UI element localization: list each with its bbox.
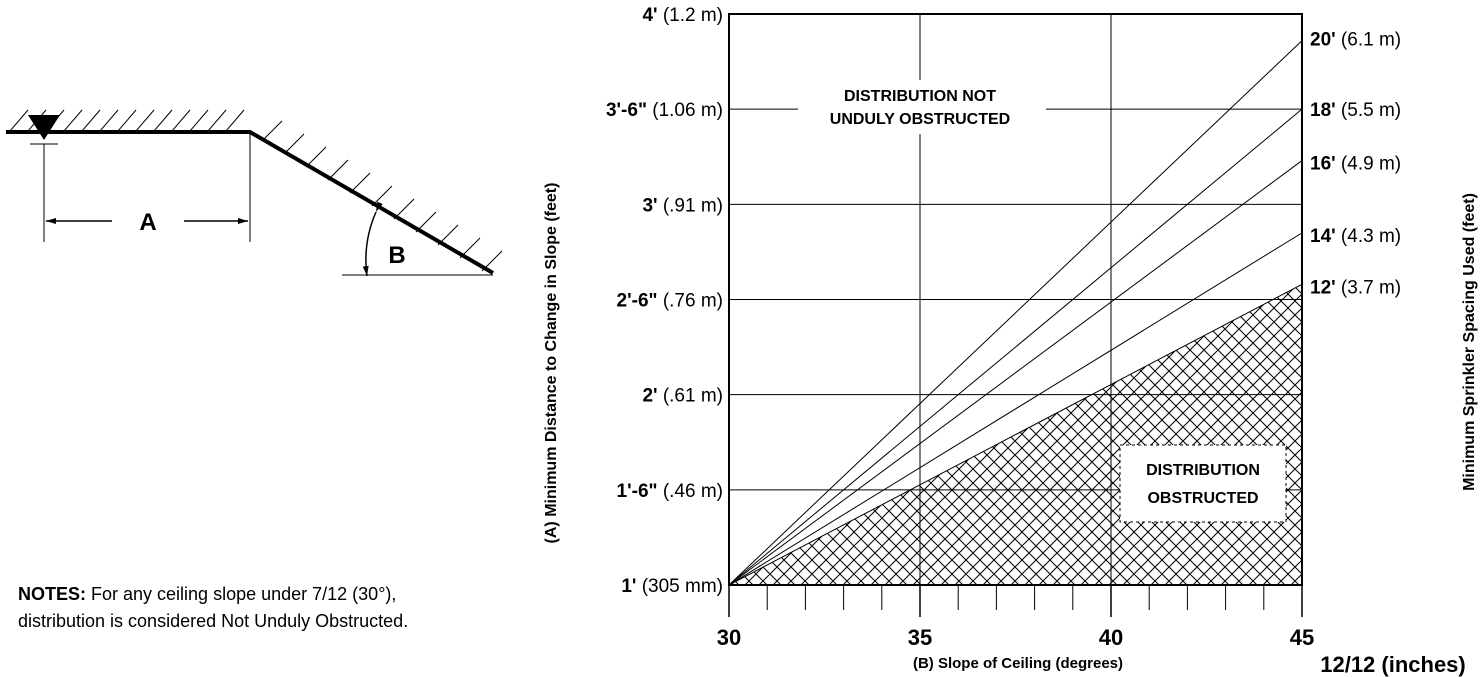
notes-line-1: NOTES: For any ceiling slope under 7/12 …: [18, 581, 538, 608]
x-tick-label: 35: [908, 625, 932, 650]
region-label-background: [1119, 444, 1287, 523]
y-tick-label-feet: 1': [621, 576, 636, 597]
y-tick-label: 1' (305 mm): [621, 576, 723, 597]
x-tick-label: 40: [1099, 625, 1123, 650]
y-tick-label-feet: 2': [642, 386, 657, 407]
y-tick-label: 2'-6" (.76 m): [617, 291, 723, 312]
y-tick-label-feet: 4': [642, 5, 657, 26]
y-tick-label-metric: (.46 m): [658, 481, 723, 502]
series-label: 18' (5.5 m): [1310, 100, 1401, 121]
series-line: [728, 108, 1303, 586]
y-tick-label-feet: 2'-6": [617, 291, 658, 312]
series-label-metric: (4.9 m): [1336, 154, 1401, 175]
series-labels: 12' (3.7 m) 14' (4.3 m) 16' (4.9 m) 18' (5.…: [1310, 30, 1401, 299]
y-tick-label-metric: (1.06 m): [647, 100, 723, 121]
series-lines: [728, 40, 1303, 586]
plot-frame: [728, 13, 1303, 586]
series-label-metric: (4.3 m): [1336, 226, 1401, 247]
series-label-metric: (5.5 m): [1336, 100, 1401, 121]
series-line: [728, 160, 1303, 586]
y-tick-label: 3'-6" (1.06 m): [606, 100, 723, 121]
series-label: 12' (3.7 m): [1310, 277, 1401, 298]
notes-title: NOTES:: [18, 584, 87, 604]
series-label-metric: (6.1 m): [1336, 30, 1401, 51]
y-axis-title: (A) Minimum Distance to Change in Slope …: [543, 183, 560, 544]
region-label-line-2: UNDULY OBSTRUCTED: [830, 111, 1010, 128]
x-axis-title: (B) Slope of Ceiling (degrees): [913, 655, 1123, 672]
region-label-line-1: DISTRIBUTION NOT: [844, 88, 996, 105]
series-label-metric: (3.7 m): [1336, 277, 1401, 298]
y-tick-label-feet: 3'-6": [606, 100, 647, 121]
series-line: [728, 40, 1303, 586]
x-axis-extra-label: 12/12 (inches): [1320, 652, 1466, 677]
x-tick-label: 30: [717, 625, 741, 650]
y2-axis-title: Minimum Sprinkler Spacing Used (feet): [1461, 193, 1478, 491]
region-label-not-obstructed: DISTRIBUTION NOT UNDULY OBSTRUCTED: [798, 80, 1046, 134]
y-tick-labels: 1' (305 mm) 1'-6" (.46 m) 2' (.61 m) 2'-6" …: [606, 5, 723, 597]
region-label-line-1: DISTRIBUTION: [1146, 462, 1260, 479]
y-tick-label-metric: (.76 m): [658, 291, 723, 312]
sprinkler-triangle-icon: [28, 115, 60, 140]
series-line: [728, 232, 1303, 586]
notes-line-2: distribution is considered Not Unduly Ob…: [18, 611, 409, 631]
angle-label-b: B: [388, 242, 405, 269]
y-tick-label-metric: (1.2 m): [658, 5, 723, 26]
y-tick-label-metric: (305 mm): [636, 576, 723, 597]
slope-diagram: A B: [6, 109, 503, 277]
notes-text-1: For any ceiling slope under 7/12 (30°),: [86, 584, 397, 604]
y-tick-label: 3' (.91 m): [642, 195, 723, 216]
notes-block: NOTES: For any ceiling slope under 7/12 …: [18, 581, 538, 635]
series-label: 14' (4.3 m): [1310, 226, 1401, 247]
chart: 30 35 40 45 1' (305 mm) 1'-6" (.46 m) 2' (.61…: [543, 5, 1478, 677]
series-label-feet: 14': [1310, 226, 1336, 247]
series-label: 20' (6.1 m): [1310, 30, 1401, 51]
y-tick-label: 4' (1.2 m): [642, 5, 723, 26]
x-tick-label: 45: [1290, 625, 1314, 650]
y-tick-label-feet: 3': [642, 195, 657, 216]
angle-arc: [362, 201, 383, 277]
series-label-feet: 12': [1310, 277, 1336, 298]
series-label: 16' (4.9 m): [1310, 154, 1401, 175]
y-tick-label: 2' (.61 m): [642, 386, 723, 407]
region-label-line-2: OBSTRUCTED: [1147, 490, 1258, 507]
series-label-feet: 18': [1310, 100, 1336, 121]
dimension-label-a: A: [139, 209, 156, 236]
series-label-feet: 16': [1310, 154, 1336, 175]
y-tick-label: 1'-6" (.46 m): [617, 481, 723, 502]
series-line: [728, 283, 1303, 586]
y-tick-label-metric: (.91 m): [658, 195, 723, 216]
region-label-obstructed: DISTRIBUTION OBSTRUCTED: [1119, 444, 1287, 523]
region-label-background: [798, 80, 1046, 134]
series-label-feet: 20': [1310, 30, 1336, 51]
ceiling-hatching: [9, 109, 503, 272]
y-tick-label-metric: (.61 m): [658, 386, 723, 407]
y-tick-label-feet: 1'-6": [617, 481, 658, 502]
x-ticks: 30 35 40 45: [717, 585, 1314, 650]
